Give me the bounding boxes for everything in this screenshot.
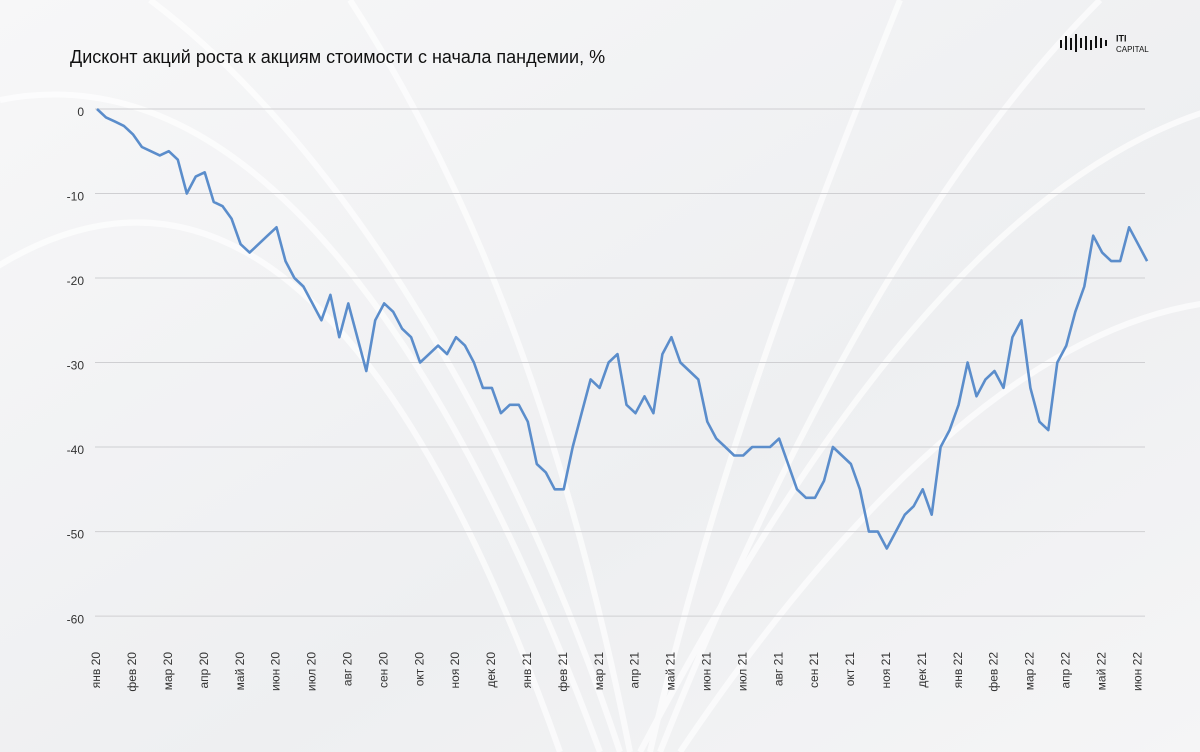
x-tick-label: янв 22 — [951, 652, 965, 689]
logo: ITI CAPITAL — [1060, 33, 1149, 54]
x-tick-label: дек 21 — [915, 652, 929, 688]
x-tick-label: янв 20 — [89, 652, 103, 689]
y-tick-label: -10 — [67, 190, 85, 204]
x-tick-label: июл 20 — [305, 652, 319, 691]
x-tick-label: авг 21 — [771, 652, 785, 686]
x-tick-label: фев 20 — [125, 652, 139, 692]
data-line — [96, 108, 1149, 550]
x-tick-label: май 22 — [1094, 652, 1108, 691]
x-tick-label: фев 21 — [556, 652, 570, 692]
y-tick-label: -20 — [67, 274, 85, 288]
x-tick-label: ноя 20 — [448, 652, 462, 689]
x-tick-label: апр 22 — [1058, 652, 1072, 689]
x-tick-label: апр 20 — [197, 652, 211, 689]
y-tick-label: -50 — [67, 528, 85, 542]
logo-icon — [1060, 34, 1107, 52]
x-tick-label: сен 20 — [376, 652, 390, 688]
x-tick-label: сен 21 — [807, 652, 821, 688]
y-tick-label: -40 — [67, 443, 85, 457]
x-tick-label: янв 21 — [520, 652, 534, 689]
x-tick-label: ноя 21 — [879, 652, 893, 689]
x-tick-label: май 21 — [664, 652, 678, 691]
x-tick-label: июн 22 — [1130, 652, 1144, 691]
x-tick-label: авг 20 — [340, 652, 354, 686]
x-tick-label: апр 21 — [628, 652, 642, 689]
x-tick-label: окт 21 — [843, 652, 857, 687]
x-tick-label: мар 21 — [592, 652, 606, 691]
x-tick-label: дек 20 — [484, 652, 498, 688]
x-tick-label: мар 22 — [1023, 652, 1037, 691]
y-tick-label: 0 — [77, 105, 84, 119]
x-tick-label: мар 20 — [161, 652, 175, 691]
x-tick-label: июн 20 — [269, 652, 283, 691]
x-tick-label: фев 22 — [987, 652, 1001, 692]
x-tick-label: май 20 — [233, 652, 247, 691]
x-tick-label: июл 21 — [735, 652, 749, 691]
logo-text: CAPITAL — [1116, 45, 1149, 54]
logo-text: ITI — [1116, 33, 1127, 43]
y-tick-label: -30 — [67, 359, 85, 373]
x-tick-label: окт 20 — [412, 652, 426, 687]
x-tick-label: июн 21 — [699, 652, 713, 691]
y-tick-label: -60 — [67, 612, 85, 626]
chart-title: Дисконт акций роста к акциям стоимости с… — [70, 47, 605, 67]
